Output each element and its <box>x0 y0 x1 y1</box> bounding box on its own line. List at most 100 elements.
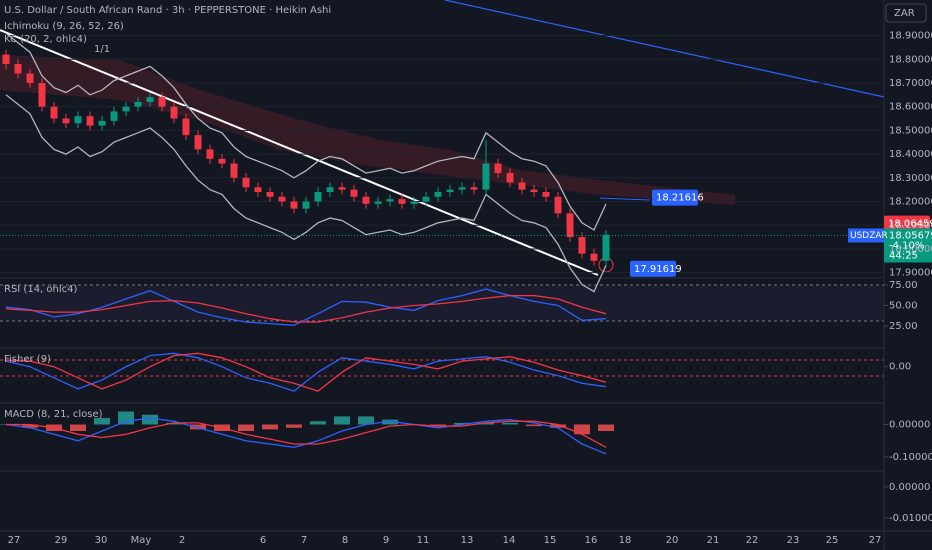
candle-body <box>518 182 526 190</box>
y-tick-label: 18.60000 <box>889 102 932 113</box>
candle-body <box>326 187 334 193</box>
last-price-box <box>884 228 932 263</box>
histogram-bar <box>94 418 110 425</box>
pane-title: U.S. Dollar / South African Rand · 3h · … <box>4 5 331 16</box>
candle-body <box>422 196 430 202</box>
candle-body <box>470 187 478 190</box>
x-tick-label: 18 <box>619 535 632 546</box>
currency[interactable]: ZAR <box>894 8 915 19</box>
x-tick-label: 9 <box>383 535 389 546</box>
candle-body <box>578 237 586 254</box>
candle-body <box>374 201 382 204</box>
candle-body <box>410 201 418 204</box>
x-tick-label: 23 <box>787 535 800 546</box>
candle-body <box>386 199 394 202</box>
candle-body <box>362 196 370 204</box>
candle-body <box>62 118 70 124</box>
candle-body <box>266 192 274 197</box>
change: -4.10% <box>889 240 924 251</box>
y-tick-label: 0.00000 <box>889 420 930 431</box>
x-tick-label: 16 <box>585 535 598 546</box>
candle-body <box>98 120 106 126</box>
candle-body <box>602 234 610 261</box>
indicator-line <box>6 420 607 448</box>
candle-body <box>590 253 598 261</box>
candle-body <box>494 163 502 174</box>
x-tick-label: 22 <box>746 535 759 546</box>
price-label: 18.21616 <box>656 193 704 204</box>
y-tick-label: 18.80000 <box>889 54 932 65</box>
histogram-bar <box>310 421 326 425</box>
candle-body <box>38 82 46 107</box>
histogram-bar <box>334 416 350 425</box>
x-tick-label: 11 <box>417 535 430 546</box>
candle-body <box>74 116 82 124</box>
y-tick-label: -0.10000 <box>889 452 932 463</box>
currency-button[interactable] <box>885 3 927 23</box>
x-tick-label: 25 <box>826 535 839 546</box>
candle-body <box>2 54 10 65</box>
annotation: 1/1 <box>94 44 110 55</box>
y-tick-label: 0.00000 <box>889 482 930 493</box>
candle-body <box>434 192 442 197</box>
x-tick-label: May <box>131 535 152 546</box>
countdown: 44:25 <box>889 250 918 261</box>
candle-body <box>302 201 310 209</box>
indicator-line <box>5 294 607 323</box>
candle-body <box>350 189 358 197</box>
histogram-bar <box>190 424 206 430</box>
histogram-bar <box>286 424 302 428</box>
y-tick-label: 18.90000 <box>889 31 932 42</box>
price-label-box <box>884 215 930 232</box>
x-tick-label: 2 <box>179 535 185 546</box>
candle-body <box>530 189 538 193</box>
x-tick-label: 30 <box>95 535 108 546</box>
histogram-bar <box>478 422 494 425</box>
y-tick-label: 18.50000 <box>889 125 932 136</box>
x-tick-label: 6 <box>260 535 266 546</box>
price-label-box <box>630 260 676 277</box>
price-label: 18.06459 <box>888 219 932 230</box>
candle-body <box>146 97 154 102</box>
candle-body <box>206 149 214 159</box>
x-tick-label: 8 <box>342 535 348 546</box>
histogram-bar <box>358 416 374 425</box>
candle-body <box>446 189 454 193</box>
y-tick-label: 18.70000 <box>889 78 932 89</box>
trend-line-blue <box>444 0 885 98</box>
y-tick-label: 50.00 <box>889 301 918 312</box>
candle-body <box>50 106 58 119</box>
candle-body <box>170 106 178 119</box>
y-tick-label: 18.40000 <box>889 149 932 160</box>
indicator-line <box>5 288 607 326</box>
labels: 17.90000 18.00000 18.10000 18.20000 18.30000… <box>4 5 932 546</box>
marks <box>0 3 932 519</box>
candle-body <box>482 163 490 190</box>
ichimoku-cloud <box>0 55 735 205</box>
y-tick-label: 18.20000 <box>889 197 932 208</box>
symbol-box <box>848 228 884 243</box>
candle-body <box>278 196 286 202</box>
histogram-bar <box>70 424 86 431</box>
candle-body <box>242 177 250 188</box>
x-tick-label: 27 <box>8 535 21 546</box>
histogram-bar <box>118 411 134 425</box>
candle-body <box>506 173 514 183</box>
label-connector <box>599 197 651 201</box>
candle-body <box>230 163 238 178</box>
candle-body <box>182 118 190 136</box>
histogram-bar <box>142 414 158 425</box>
x-tick-label: 7 <box>301 535 307 546</box>
histogram-bar <box>166 422 182 425</box>
candle-body <box>218 158 226 164</box>
candle-body <box>566 213 574 238</box>
histogram-bar <box>526 424 542 427</box>
candle-body <box>14 64 22 74</box>
candle-body <box>158 97 166 107</box>
indicator-legend: KC (20, 2, ohlc4) <box>4 34 87 45</box>
histogram-bar <box>238 424 254 431</box>
y-tick-label: 75.00 <box>889 280 918 291</box>
candle-body <box>254 187 262 193</box>
